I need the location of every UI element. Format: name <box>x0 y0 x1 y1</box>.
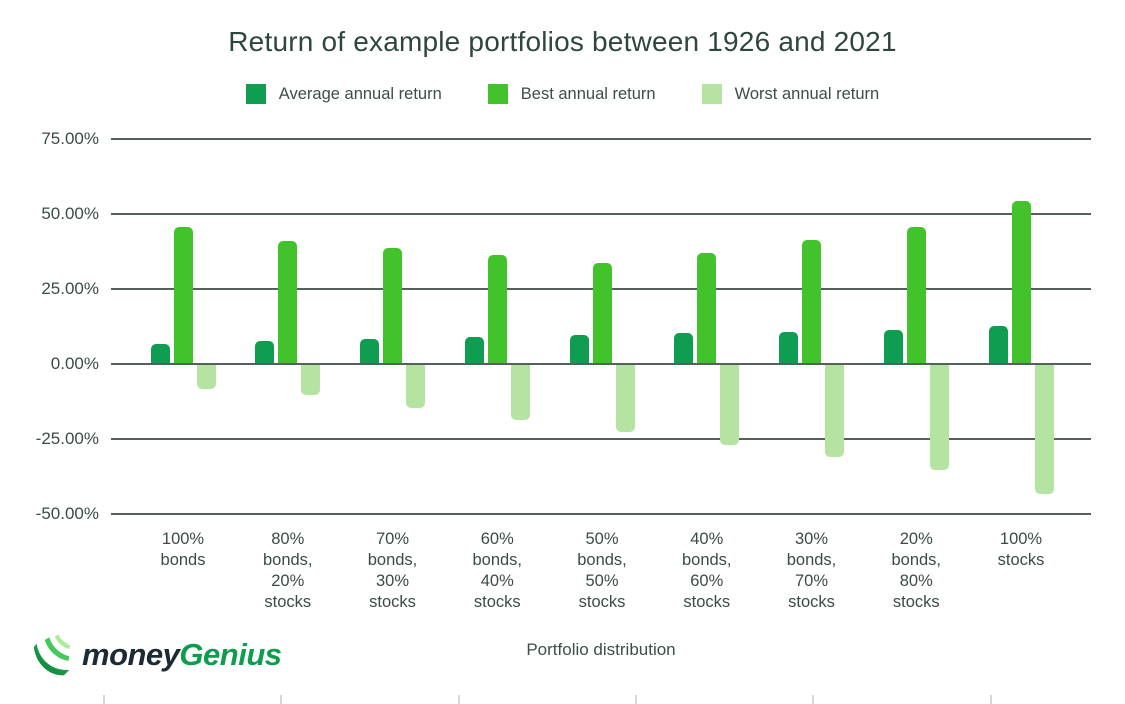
bar-best-annual-return-6 <box>802 239 821 363</box>
moneygenius-leaf-icon <box>33 634 71 676</box>
moneygenius-logo: moneyGenius <box>32 632 282 677</box>
logo-text: moneyGenius <box>82 637 282 673</box>
legend-item-worst: Worst annual return <box>701 84 880 104</box>
logo-money-text: money <box>82 636 180 672</box>
legend-item-best: Best annual return <box>487 84 656 104</box>
x-axis-category-label-3: 60% bonds, 40% stocks <box>472 530 523 611</box>
x-axis-category-label-2: 70% bonds, 30% stocks <box>367 530 418 611</box>
legend-label-average: Average annual return <box>278 84 442 103</box>
bar-average-annual-return-4 <box>569 335 589 363</box>
gridline--25 <box>111 437 1091 440</box>
bar-best-annual-return-4 <box>592 262 612 363</box>
y-axis-tick-label: 0.00% <box>50 354 99 373</box>
footer-tick <box>634 695 637 704</box>
x-axis-category-label-5: 40% bonds, 60% stocks <box>681 530 732 611</box>
x-axis-category-label-0: 100% bonds <box>160 530 206 569</box>
bar-best-annual-return-8 <box>1011 200 1031 363</box>
legend-label-best: Best annual return <box>520 84 656 103</box>
bar-average-annual-return-6 <box>779 331 798 363</box>
gridline-75 <box>111 138 1091 141</box>
y-axis-tick-label: 25.00% <box>41 279 99 299</box>
footer-tick <box>103 695 105 704</box>
x-axis-category-label-6: 30% bonds, 70% stocks <box>786 530 837 611</box>
x-axis-category-label-7: 20% bonds, 80% stocks <box>891 530 942 611</box>
footer-tick <box>457 695 460 704</box>
legend-swatch-worst-icon <box>701 84 722 104</box>
chart-title: Return of example portfolios between 192… <box>228 26 897 57</box>
gridline--50 <box>111 512 1091 515</box>
footer-tick <box>812 695 815 704</box>
bar-worst-annual-return-2 <box>406 365 425 408</box>
bar-best-annual-return-3 <box>487 255 507 363</box>
bar-worst-annual-return-5 <box>720 365 740 445</box>
legend-swatch-average-icon <box>245 84 266 104</box>
bar-best-annual-return-7 <box>906 226 926 363</box>
legend-swatch-best-icon <box>487 84 508 104</box>
bar-average-annual-return-3 <box>464 336 484 363</box>
footer-tick <box>989 695 992 704</box>
x-axis-title: Portfolio distribution <box>526 640 676 659</box>
bar-best-annual-return-5 <box>697 253 717 363</box>
bar-worst-annual-return-7 <box>929 365 949 470</box>
bar-worst-annual-return-1 <box>301 365 321 396</box>
bar-average-annual-return-0 <box>150 344 170 363</box>
bar-best-annual-return-0 <box>173 226 193 363</box>
x-axis-category-label-4: 50% bonds, 50% stocks <box>577 530 627 611</box>
bar-worst-annual-return-8 <box>1034 365 1054 495</box>
gridline-50 <box>111 213 1091 216</box>
legend-item-average: Average annual return <box>245 84 442 104</box>
y-axis-tick-label: 75.00% <box>41 129 99 149</box>
bar-average-annual-return-1 <box>255 340 275 363</box>
x-axis-category-label-1: 80% bonds, 20% stocks <box>262 530 313 611</box>
gridline-0 <box>111 363 1091 365</box>
bar-average-annual-return-8 <box>988 326 1008 363</box>
logo-genius-text: Genius <box>179 636 282 672</box>
legend-label-worst: Worst annual return <box>734 84 880 103</box>
bar-average-annual-return-5 <box>674 333 694 363</box>
y-axis-tick-label: 50.00% <box>41 204 99 224</box>
x-axis-category-label-8: 100% stocks <box>997 530 1045 569</box>
y-axis-tick-label: -25.00% <box>35 428 99 448</box>
footer-tick <box>280 695 283 704</box>
bar-best-annual-return-1 <box>278 241 298 363</box>
bar-best-annual-return-2 <box>383 248 402 363</box>
bar-worst-annual-return-6 <box>825 365 844 457</box>
bar-worst-annual-return-3 <box>510 365 530 421</box>
bar-worst-annual-return-4 <box>615 365 635 433</box>
bar-average-annual-return-7 <box>883 329 903 363</box>
bar-worst-annual-return-0 <box>196 365 216 390</box>
chart-legend: Average annual return Best annual return… <box>0 84 1125 104</box>
bar-average-annual-return-2 <box>360 338 379 363</box>
y-axis-tick-label: -50.00% <box>35 503 99 523</box>
